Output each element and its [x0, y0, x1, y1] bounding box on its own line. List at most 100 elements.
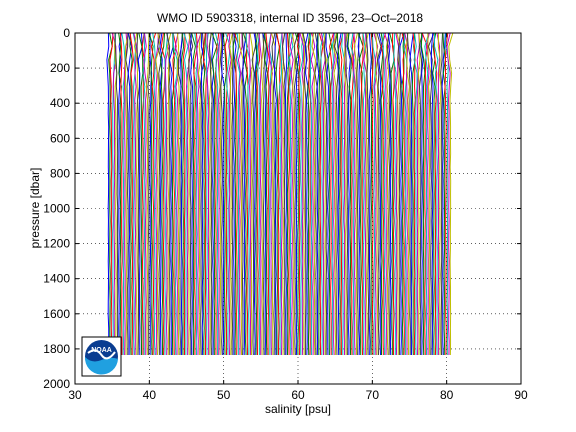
profile-line — [406, 32, 412, 356]
profile-line — [445, 32, 449, 356]
profile-line — [350, 32, 355, 356]
profile-line — [427, 32, 432, 356]
profile-line — [432, 32, 437, 356]
profile-line — [253, 32, 258, 356]
profile-line — [275, 32, 281, 356]
profile-line — [332, 32, 338, 356]
profile-line — [255, 32, 259, 356]
profile-line — [280, 32, 284, 356]
profile-line — [133, 32, 137, 356]
profile-line — [310, 32, 316, 356]
profile-line — [188, 32, 194, 356]
profile-line — [265, 32, 270, 356]
x-tick-label: 40 — [143, 388, 157, 402]
profile-line — [109, 32, 114, 356]
profile-line — [325, 32, 329, 356]
profile-line — [343, 32, 347, 356]
profile-line — [164, 32, 169, 356]
profile-line — [424, 32, 430, 356]
y-tick-label: 1000 — [43, 202, 70, 216]
profile-line — [391, 32, 395, 356]
profile-line — [261, 32, 266, 356]
x-axis-label: salinity [psu] — [265, 402, 331, 416]
profile-line — [255, 32, 261, 356]
profile-line — [387, 32, 392, 356]
profile-line — [237, 32, 243, 356]
profile-line — [318, 32, 324, 356]
profile-line — [182, 32, 186, 356]
profile-line — [123, 32, 128, 356]
y-tick-label: 1800 — [43, 342, 70, 356]
profile-line — [420, 32, 424, 356]
profile-line — [108, 32, 113, 356]
profile-line — [202, 32, 206, 356]
profile-line — [159, 32, 166, 356]
profile-line — [166, 32, 171, 356]
profile-line — [199, 32, 204, 356]
profile-line — [194, 32, 199, 356]
profile-line — [370, 32, 374, 356]
profile-line — [329, 32, 334, 356]
profile-line — [311, 32, 316, 356]
profile-line — [420, 32, 426, 356]
profile-line — [174, 32, 180, 356]
profile-line — [134, 32, 138, 356]
profile-line — [231, 32, 234, 356]
profile-line — [141, 32, 145, 356]
profile-line — [368, 32, 372, 356]
profile-line — [268, 32, 273, 356]
profile-line — [193, 32, 198, 356]
profile-line — [384, 32, 390, 356]
profile-line — [234, 32, 240, 356]
chart-title: WMO ID 5903318, internal ID 3596, 23–Oct… — [157, 11, 423, 25]
profile-line — [129, 32, 134, 356]
profile-line — [316, 32, 320, 356]
y-tick-label: 600 — [50, 131, 70, 145]
profile-line — [271, 32, 276, 356]
profile-line — [345, 32, 349, 356]
profile-line — [208, 32, 213, 356]
profiles — [106, 32, 454, 356]
profile-line — [331, 32, 335, 356]
profile-line — [334, 32, 340, 356]
profile-line — [159, 32, 163, 356]
profile-line — [106, 32, 110, 356]
profile-line — [320, 32, 326, 356]
profile-line — [118, 32, 122, 356]
profile-line — [395, 32, 400, 356]
profile-line — [248, 32, 252, 356]
profile-line — [416, 32, 420, 356]
profile-line — [172, 32, 178, 356]
profile-line — [150, 32, 157, 356]
profile-line — [418, 32, 423, 356]
profile-line — [363, 32, 368, 356]
profile-line — [155, 32, 159, 356]
y-tick-label: 200 — [50, 61, 70, 75]
profile-line — [187, 32, 192, 356]
profile-line — [172, 32, 177, 356]
profile-line — [211, 32, 218, 356]
profile-line — [364, 32, 369, 356]
noaa-logo-icon: NOAA — [81, 336, 122, 377]
profile-line — [191, 32, 196, 356]
profile-line — [376, 32, 382, 356]
profile-line — [279, 32, 283, 356]
profile-line — [149, 32, 153, 356]
profile-line — [286, 32, 291, 356]
profile-line — [284, 32, 288, 356]
y-tick-label: 2000 — [43, 377, 70, 391]
profile-line — [129, 32, 133, 356]
profile-line — [142, 32, 146, 356]
profile-line — [323, 32, 328, 356]
y-tick-label: 1200 — [43, 237, 70, 251]
profile-line — [176, 32, 180, 356]
profile-line — [331, 32, 336, 356]
profile-line — [401, 32, 405, 356]
profile-line — [373, 32, 379, 356]
profile-line — [352, 32, 357, 356]
profile-line — [121, 32, 126, 356]
profile-line — [356, 32, 360, 356]
profile-line — [241, 32, 245, 356]
profile-line — [401, 32, 406, 356]
profile-line — [404, 32, 409, 356]
